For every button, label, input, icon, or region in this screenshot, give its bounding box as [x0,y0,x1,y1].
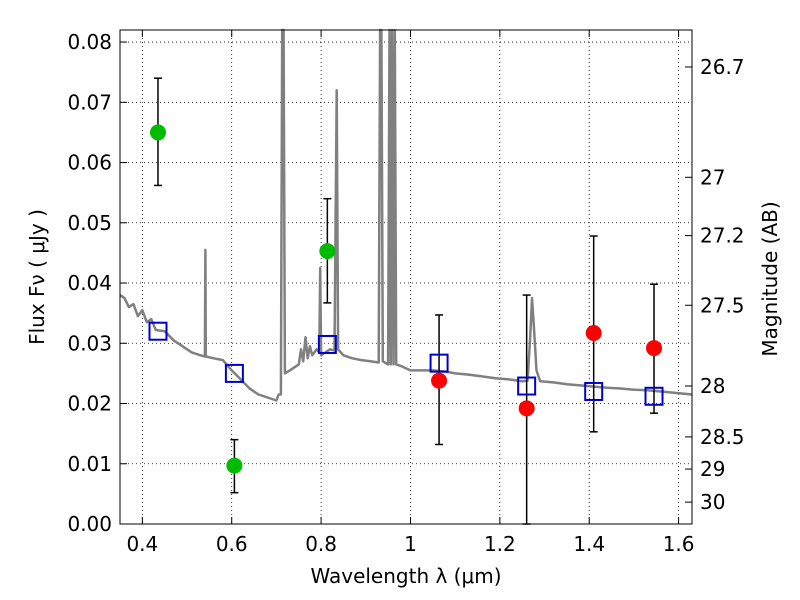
x-tick-label: 1.2 [484,532,516,556]
green-data-point [319,243,336,260]
y-axis-label: Flux Fν ( μJy ) [25,209,49,345]
red-data-point [431,372,448,389]
tick-labels: 0.4 0.6 0.8 1 1.2 1.4 1.6 0.00 0.01 0.02 0.03 0.04 0… [67,30,744,556]
x-tick-label: 1 [404,532,417,556]
x-tick-label: 1.6 [663,532,695,556]
right-y-axis-label: Magnitude (AB) [758,201,782,356]
model-flux-square [317,334,337,354]
y-tick-label: 0.00 [67,512,112,536]
right-y-tick-label: 29 [700,457,725,481]
x-axis-label: Wavelength λ (μm) [310,564,501,588]
model-flux-square [429,353,449,373]
right-y-tick-label: 26.7 [700,55,745,79]
x-tick-label: 0.8 [305,532,337,556]
green-data-point [226,457,243,474]
y-tick-label: 0.07 [67,90,112,114]
model-spectrum [119,28,693,402]
right-y-tick-label: 30 [700,490,725,514]
model-flux-square [584,381,604,401]
right-y-tick-label: 27 [700,165,725,189]
model-flux-square [644,386,664,406]
red-data-point [585,325,602,342]
data-markers [148,124,664,474]
x-tick-label: 0.4 [126,532,158,556]
y-tick-label: 0.03 [67,331,112,355]
y-tick-label: 0.01 [67,452,112,476]
y-tick-label: 0.04 [67,271,112,295]
y-tick-label: 0.02 [67,392,112,416]
y-tick-label: 0.06 [67,151,112,175]
plot-frame [119,29,693,525]
right-y-tick-label: 28.5 [700,425,745,449]
green-data-point [149,124,166,141]
x-tick-label: 0.6 [216,532,248,556]
model-flux-square [148,321,168,341]
right-y-tick-label: 27.2 [700,224,745,248]
red-data-point [646,340,663,357]
model-flux-square [224,363,244,383]
y-tick-label: 0.05 [67,211,112,235]
right-y-tick-label: 27.5 [700,293,745,317]
y-tick-label: 0.08 [67,30,112,54]
error-bars [153,77,659,525]
right-y-tick-label: 28 [700,374,725,398]
red-data-point [518,400,535,417]
model-spectrum-line [119,28,693,402]
x-tick-label: 1.4 [573,532,605,556]
ticks [120,30,692,525]
model-flux-square [517,376,537,396]
